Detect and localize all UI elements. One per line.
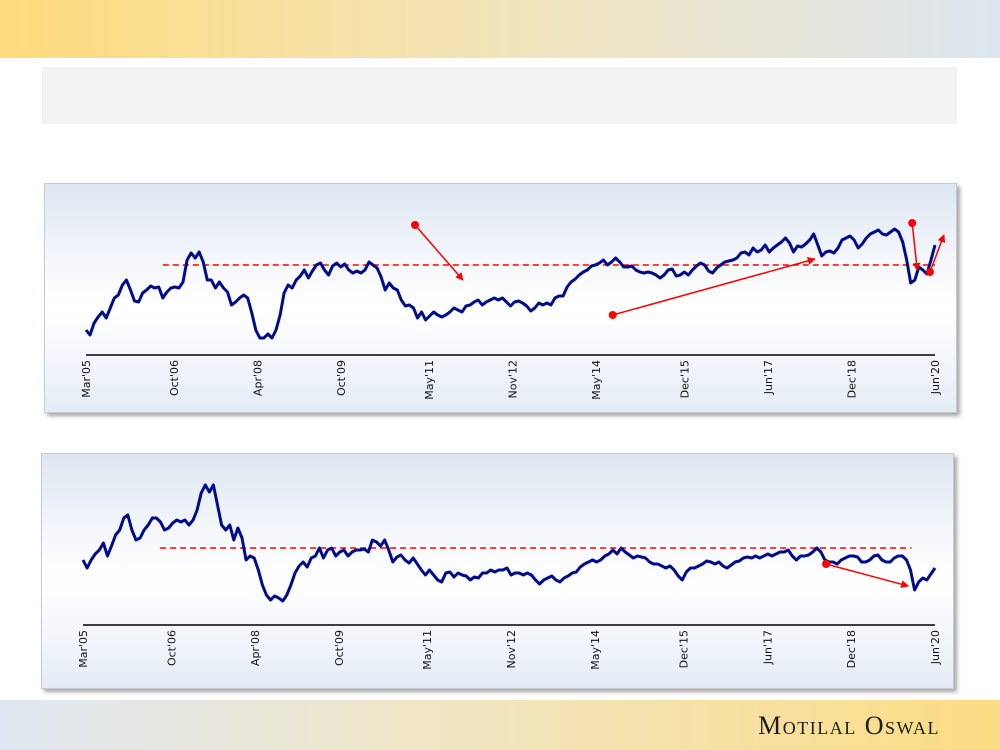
annotation-arrow	[825, 563, 910, 589]
bottom-chart: Mar'05 Oct'06 Apr'08 Oct'09 May'11 Nov'12 May'…	[77, 483, 942, 670]
x-tick-label: Jun'20	[929, 630, 942, 665]
x-tick-label: Dec'15	[678, 630, 691, 668]
x-tick-label: Oct'06	[168, 360, 181, 396]
x-tick-label: Oct'09	[333, 630, 346, 666]
x-tick-label: Nov'12	[505, 630, 518, 669]
x-tick-label: Apr'08	[249, 630, 262, 666]
x-tick-label: Dec'18	[845, 360, 858, 398]
x-tick-label: May'14	[590, 360, 603, 400]
annotation-arrow	[911, 222, 921, 271]
x-tick-label: Mar'05	[77, 630, 90, 668]
header-banner	[0, 0, 1000, 58]
x-tick-label: Jun'17	[762, 360, 775, 395]
series-line	[84, 227, 937, 340]
footer-banner: Motilal Oswal	[0, 700, 1000, 750]
x-tick-label: Dec'15	[678, 360, 691, 398]
x-tick-label: Nov'12	[506, 360, 519, 399]
title-box	[42, 67, 957, 124]
x-tick-label: Oct'06	[165, 630, 178, 666]
x-tick-label: Dec'18	[845, 630, 858, 668]
x-tick-label: May'11	[423, 360, 436, 400]
annotation-arrow	[612, 257, 816, 316]
annotation-arrow	[414, 224, 464, 281]
x-tick-label: May'14	[589, 630, 602, 670]
motilal-oswal-logo: Motilal Oswal	[758, 711, 940, 740]
top-chart: Mar'05 Oct'06 Apr'08 Oct'09 May'11 Nov'12 May'…	[80, 219, 946, 400]
annotation-arrow	[929, 234, 946, 273]
x-tick-label: Oct'09	[335, 360, 348, 396]
x-tick-label: May'11	[421, 630, 434, 670]
x-tick-label: Jun'17	[761, 630, 774, 665]
series-line	[81, 483, 937, 603]
x-tick-label: Jun'20	[929, 360, 942, 395]
x-tick-label: Apr'08	[251, 360, 264, 396]
x-tick-label: Mar'05	[80, 360, 93, 398]
